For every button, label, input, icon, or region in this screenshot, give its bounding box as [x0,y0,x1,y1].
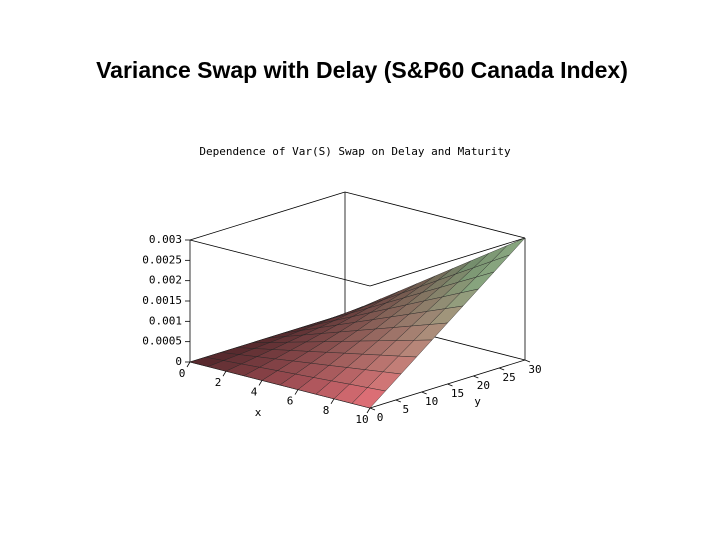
x-tick [258,380,263,386]
z-tick-label: 0.0015 [142,294,182,307]
x-tick-label: 0 [179,367,186,380]
z-tick-label: 0.002 [149,274,182,287]
z-tick-label: 0.001 [149,314,182,327]
y-tick-label: 20 [477,379,490,392]
x-tick [294,389,299,395]
x-axis-label: x [255,406,262,419]
surface-cell [351,387,386,409]
box-edge [189,191,346,241]
z-tick-label: 0.0005 [142,335,182,348]
y-tick-label: 30 [528,363,541,376]
chart-title: Dependence of Var(S) Swap on Delay and M… [199,145,511,158]
y-tick [499,367,505,371]
y-tick-label: 10 [425,395,438,408]
box-edge [344,191,526,239]
box-edge [189,239,371,287]
y-axis-label: y [474,395,481,408]
z-tick-label: 0.0025 [142,253,182,266]
y-tick [524,359,531,363]
y-tick [447,383,453,387]
slide-title: Variance Swap with Delay (S&P60 Canada I… [96,57,628,83]
y-tick [395,399,401,403]
x-tick-label: 4 [251,385,258,398]
x-tick [222,370,227,377]
x-tick [330,398,335,405]
y-tick-label: 0 [377,411,384,424]
y-tick-label: 25 [503,371,516,384]
y-tick [473,375,479,379]
y-tick [369,407,376,411]
x-tick-label: 8 [323,404,330,417]
z-tick-label: 0.003 [149,233,182,246]
x-tick [366,407,371,414]
box-edge [369,237,526,287]
plot: 0 0.0005 0.001 0.0015 0.002 0.0025 0.003 0 2 4 6 8 1… [142,191,542,426]
x-tick-label: 10 [355,413,368,426]
y-tick [421,391,427,395]
x-tick-label: 6 [287,395,294,408]
y-tick-label: 5 [403,403,410,416]
x-tick-label: 2 [215,376,222,389]
x-tick [186,361,191,368]
y-tick-label: 15 [451,387,464,400]
z-tick-label: 0 [175,355,182,368]
